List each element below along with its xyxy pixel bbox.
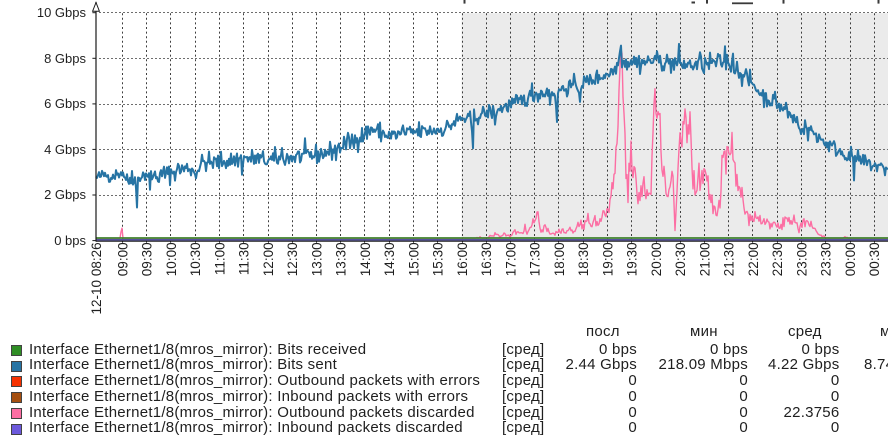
svg-text:10:00: 10:00 xyxy=(164,242,179,276)
svg-text:22:00: 22:00 xyxy=(746,242,761,276)
svg-text:21:30: 21:30 xyxy=(722,242,737,276)
svg-text:00:00: 00:00 xyxy=(843,242,858,276)
svg-text:16:00: 16:00 xyxy=(455,242,470,276)
svg-text:16:30: 16:30 xyxy=(479,242,494,276)
svg-text:09:00: 09:00 xyxy=(116,242,131,276)
svg-text:00:30: 00:30 xyxy=(867,242,882,276)
svg-text:23:00: 23:00 xyxy=(795,242,810,276)
svg-text:10:30: 10:30 xyxy=(188,242,203,276)
svg-text:09:30: 09:30 xyxy=(140,242,155,276)
svg-text:13:00: 13:00 xyxy=(310,242,325,276)
svg-text:11:30: 11:30 xyxy=(237,242,252,275)
svg-text:17:00: 17:00 xyxy=(504,242,519,276)
svg-text:20:00: 20:00 xyxy=(649,242,664,276)
svg-text:19:00: 19:00 xyxy=(601,242,616,276)
svg-text:12:00: 12:00 xyxy=(261,242,276,276)
svg-text:13:30: 13:30 xyxy=(334,242,349,276)
svg-text:15:30: 15:30 xyxy=(431,242,446,276)
svg-text:11:00: 11:00 xyxy=(213,242,228,275)
svg-text:15:00: 15:00 xyxy=(407,242,422,276)
svg-text:17:30: 17:30 xyxy=(528,242,543,276)
svg-text:18:30: 18:30 xyxy=(576,242,591,276)
svg-text:14:00: 14:00 xyxy=(358,242,373,276)
svg-text:12:30: 12:30 xyxy=(285,242,300,276)
svg-text:20:30: 20:30 xyxy=(673,242,688,276)
svg-text:18:00: 18:00 xyxy=(552,242,567,276)
svg-text:19:30: 19:30 xyxy=(625,242,640,276)
svg-text:21:00: 21:00 xyxy=(698,242,713,276)
svg-text:23:30: 23:30 xyxy=(819,242,834,276)
svg-text:12-10 08:26: 12-10 08:26 xyxy=(89,242,104,314)
svg-text:14:30: 14:30 xyxy=(382,242,397,276)
svg-text:22:30: 22:30 xyxy=(770,242,785,276)
